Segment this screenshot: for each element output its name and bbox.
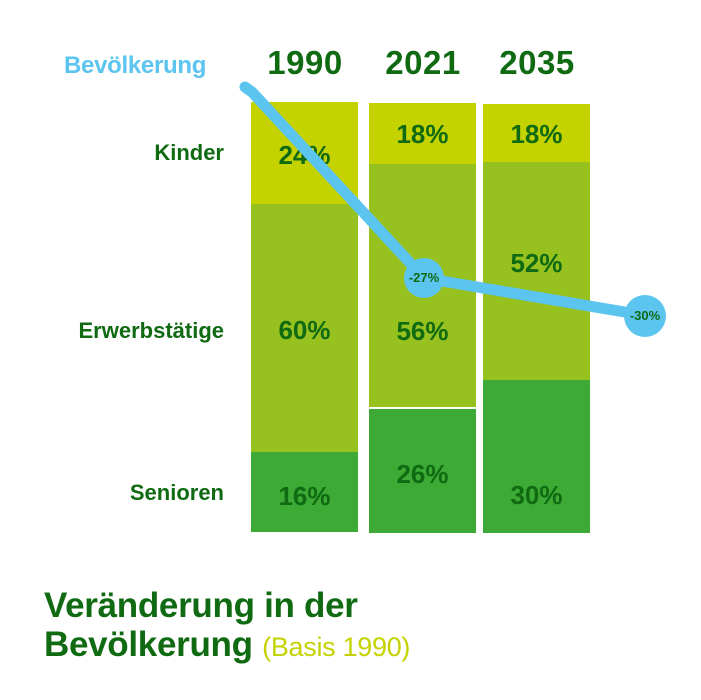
value-erwerbstaetige-2021: 56% (396, 316, 449, 346)
population-marker-label-2035: -30% (629, 308, 661, 323)
population-marker-2035 (624, 295, 666, 337)
segment-kinder-2035: 18% (483, 104, 590, 162)
chart-subtitle: (Basis 1990) (262, 632, 411, 662)
segment-senioren-1990: 16% (251, 452, 358, 532)
value-senioren-2035: 30% (510, 480, 563, 510)
value-senioren-1990: 16% (278, 481, 331, 511)
population-legend-label: Bevölkerung (64, 52, 207, 79)
segment-kinder-2021: 18% (369, 103, 476, 164)
value-erwerbstaetige-2035: 52% (510, 248, 563, 278)
chart-title-line2: Bevölkerung (Basis 1990) (44, 625, 410, 667)
value-erwerbstaetige-1990: 60% (278, 315, 331, 345)
year-header-2021: 2021 (385, 44, 461, 81)
chart-title-line1: Veränderung in der (44, 586, 358, 625)
row-label-erwerbstaetige: Erwerbstätige (78, 318, 225, 343)
year-header-1990: 1990 (267, 44, 343, 81)
population-trend-line (239, 81, 654, 322)
segment-erwerbstaetige-2035: 52% (483, 162, 590, 380)
segment-erwerbstaetige-1990: 60% (251, 204, 358, 452)
year-header-2035: 2035 (499, 44, 575, 81)
population-marker-2021 (404, 258, 444, 298)
chart-title: Veränderung in der Bevölkerung (Basis 19… (44, 586, 410, 667)
chart-title-main: Bevölkerung (44, 625, 253, 664)
bar-1990: 24% 60% 16% (251, 102, 358, 532)
population-marker-label-2021: -27% (408, 270, 440, 285)
value-kinder-2035: 18% (510, 119, 563, 149)
row-label-senioren: Senioren (129, 480, 224, 505)
row-label-kinder: Kinder (154, 140, 224, 165)
bar-2035: 18% 52% 30% (483, 104, 590, 533)
segment-senioren-2035: 30% (483, 380, 590, 533)
segment-senioren-2021: 26% (369, 408, 476, 533)
value-kinder-2021: 18% (396, 119, 449, 149)
value-senioren-2021: 26% (396, 459, 449, 489)
